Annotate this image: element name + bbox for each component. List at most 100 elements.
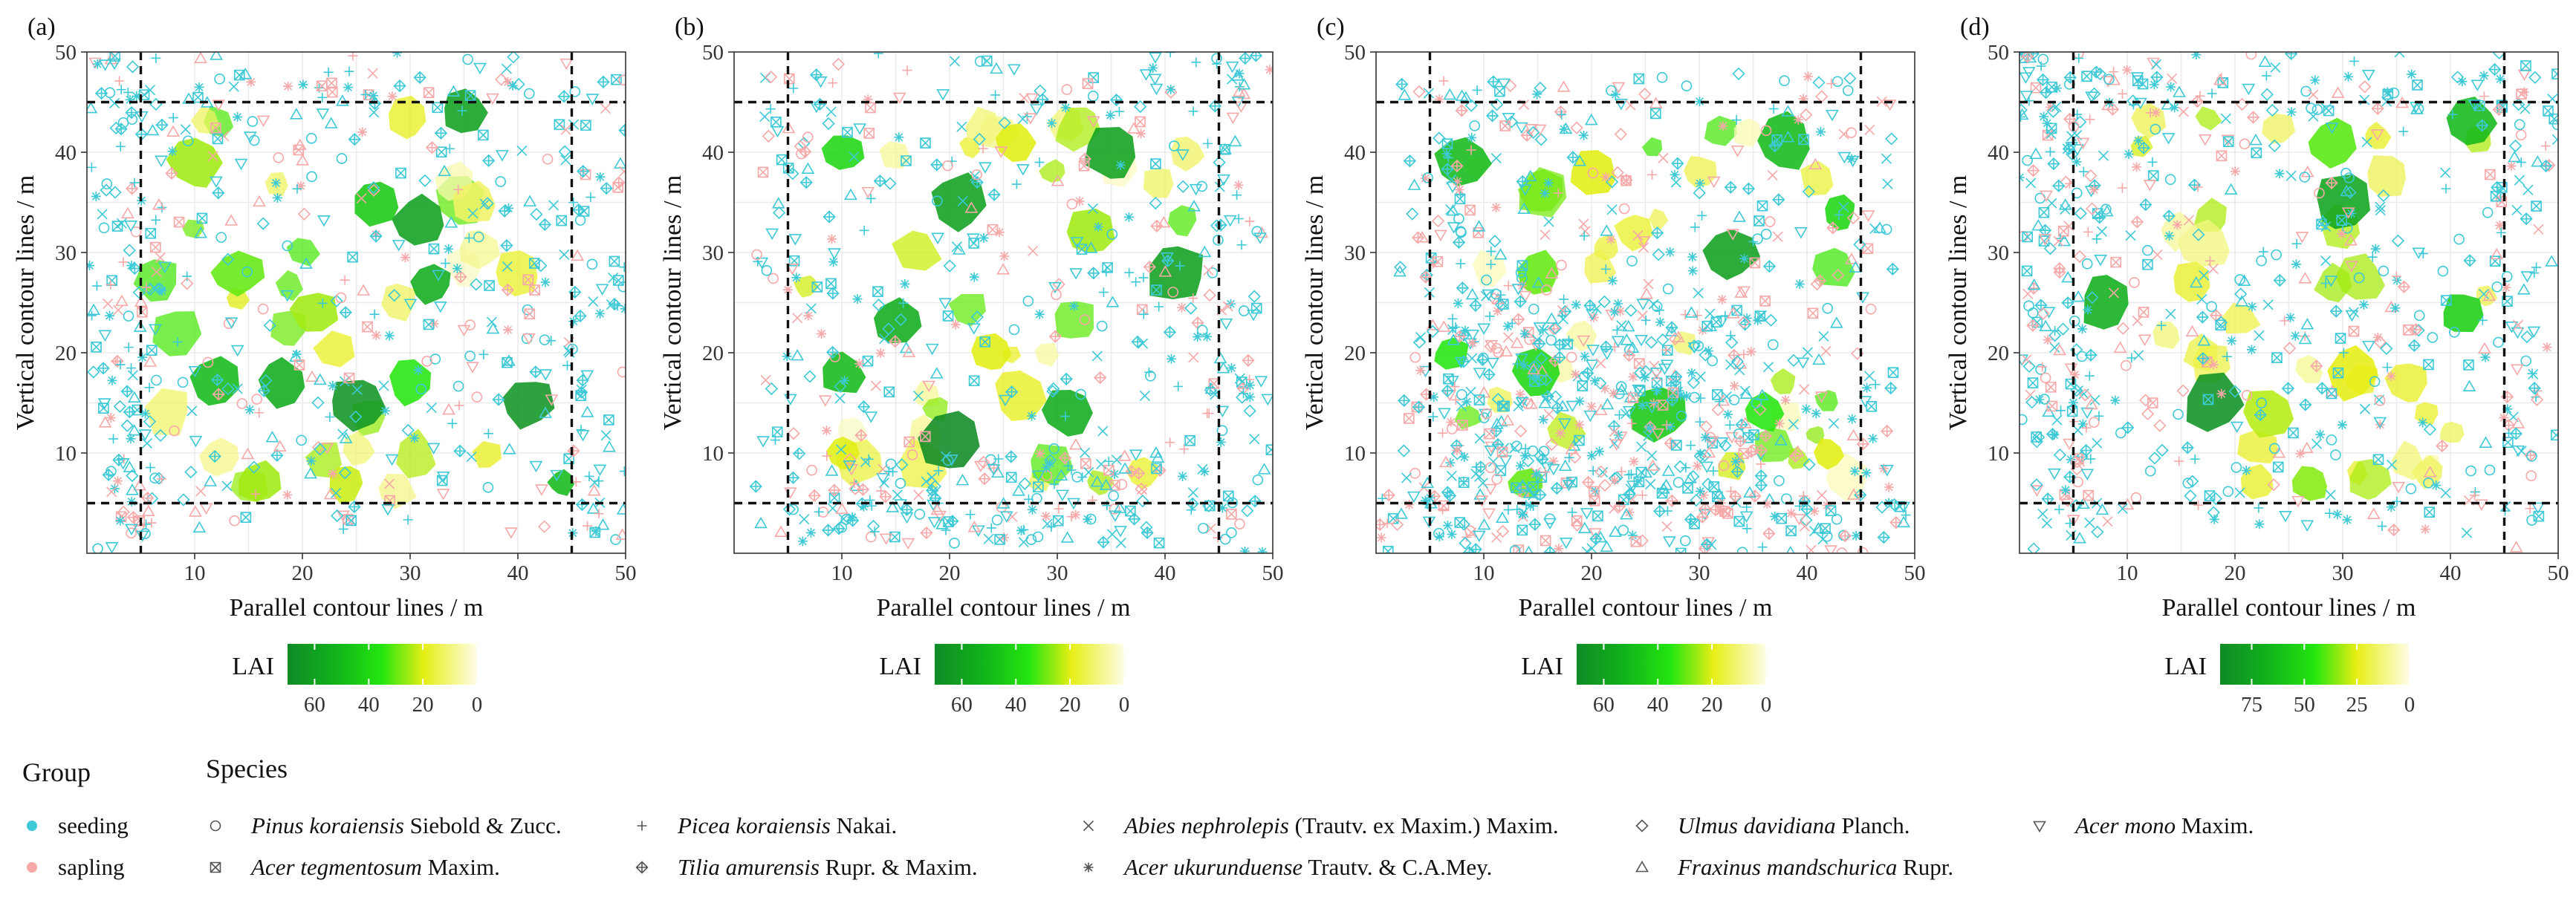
ast-marker xyxy=(132,91,142,101)
tdown-marker xyxy=(392,240,406,252)
diamond-marker xyxy=(1832,268,1845,282)
ast-marker xyxy=(2274,169,2285,179)
ast-marker xyxy=(2285,313,2296,323)
colorbar-label: LAI xyxy=(2164,653,2207,680)
ast-marker xyxy=(115,515,126,526)
ast-marker xyxy=(1459,452,1470,462)
circle-marker xyxy=(2071,187,2083,199)
circle-marker xyxy=(1108,490,1119,501)
sqx-marker xyxy=(603,414,614,426)
plus-marker xyxy=(2477,315,2488,325)
circle-marker xyxy=(473,231,484,243)
plus-marker xyxy=(866,193,876,203)
circle-marker xyxy=(336,153,348,164)
tup-marker xyxy=(791,349,805,361)
sqx-marker xyxy=(1484,428,1495,440)
cross-marker xyxy=(606,299,617,310)
circle-marker xyxy=(2115,427,2126,439)
circle-marker xyxy=(1857,547,1869,553)
plus-marker xyxy=(1188,293,1198,304)
tup-marker xyxy=(1496,511,1509,524)
tup-marker xyxy=(1493,248,1508,260)
tdown-marker xyxy=(2474,499,2488,511)
tup-marker xyxy=(1726,307,1740,319)
sqx-marker xyxy=(484,280,495,291)
colorbar-tick-label: 40 xyxy=(1005,693,1027,717)
tup-marker xyxy=(2366,507,2381,519)
tdown-marker xyxy=(432,270,445,281)
ast-marker xyxy=(105,310,115,321)
sqx-marker xyxy=(2423,359,2434,371)
species-name: Abies nephrolepis xyxy=(1123,812,1289,838)
diamond-marker xyxy=(177,493,190,506)
diamond-marker xyxy=(126,469,139,483)
canopy-patch xyxy=(2439,422,2465,443)
cross-marker xyxy=(1725,359,1736,371)
colorbar-tick-label: 50 xyxy=(2294,693,2315,717)
tdown-marker xyxy=(894,499,908,511)
species-legend-label: Acer mono Maxim. xyxy=(2074,812,2254,838)
canopy-patch xyxy=(1671,330,1696,356)
dplus-marker xyxy=(1450,159,1464,173)
sqx-marker xyxy=(240,512,252,524)
circle-marker xyxy=(335,292,347,304)
sqx-marker xyxy=(1208,378,1220,389)
diamond-marker xyxy=(1594,465,1608,478)
circle-marker xyxy=(306,171,317,183)
tdown-marker xyxy=(2065,142,2079,154)
dplus-marker xyxy=(930,158,944,172)
sqx-marker xyxy=(2021,265,2033,277)
ast-marker xyxy=(1068,301,1079,311)
species-name: Acer ukurunduense xyxy=(1123,854,1302,880)
ast-marker xyxy=(2077,324,2088,334)
tdown-marker xyxy=(900,512,914,524)
canopy-patch xyxy=(2295,355,2323,383)
ast-marker xyxy=(1442,521,1453,531)
tup-marker xyxy=(1118,462,1132,474)
cross-marker xyxy=(2037,508,2048,519)
plus-marker xyxy=(1382,518,1392,529)
plus-marker xyxy=(1690,222,1700,232)
cross-marker xyxy=(1097,426,1109,437)
dplus-marker xyxy=(1036,93,1049,106)
ast-marker xyxy=(1041,511,1051,521)
tup-marker xyxy=(2224,183,2238,195)
tdown-marker xyxy=(1635,335,1648,347)
plus-marker xyxy=(2291,238,2302,249)
plus-marker xyxy=(129,177,140,188)
diamond-marker xyxy=(1433,131,1446,145)
y-tick-label: 10 xyxy=(1988,442,2009,466)
ast-marker xyxy=(2045,102,2055,112)
plus-marker xyxy=(902,65,912,76)
tup-marker xyxy=(2340,184,2354,197)
dplus-marker xyxy=(823,210,836,224)
sqx-marker xyxy=(173,216,185,228)
tdown-marker xyxy=(1070,237,1084,249)
cross-marker xyxy=(479,198,490,209)
cross-marker xyxy=(1091,351,1103,362)
cross-marker xyxy=(2108,287,2120,299)
circle-marker xyxy=(2231,462,2242,473)
sqx-marker xyxy=(1633,73,1645,85)
plus-marker xyxy=(2398,126,2409,137)
plus-marker xyxy=(1186,505,1196,515)
species-legend-label: Fraxinus mandschurica Rupr. xyxy=(1677,854,1953,880)
sqx-marker xyxy=(2222,136,2234,148)
cross-marker xyxy=(221,480,233,492)
colorbar-tick-label: 20 xyxy=(1060,693,1081,717)
cross-marker xyxy=(2523,184,2534,195)
tdown-marker xyxy=(1557,418,1571,430)
dplus-marker xyxy=(1512,313,1525,326)
circle-marker xyxy=(1079,314,1091,325)
tup-marker xyxy=(444,216,458,228)
sqx-marker xyxy=(436,475,448,486)
diamond-marker xyxy=(2207,506,2220,519)
ast-marker xyxy=(2151,107,2161,117)
dplus-marker xyxy=(1599,340,1613,353)
dplus-marker xyxy=(1411,231,1425,244)
sqx-marker xyxy=(920,137,931,149)
canopy-patch xyxy=(392,193,444,246)
diamond-marker xyxy=(1699,420,1713,434)
ast-marker xyxy=(2418,417,2428,428)
